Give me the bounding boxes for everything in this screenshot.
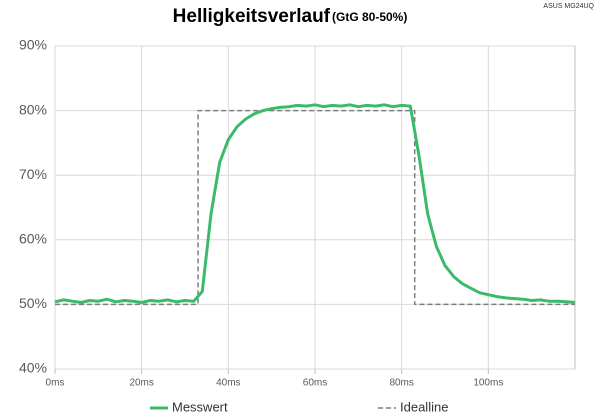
x-tick-label: 0ms [46, 378, 65, 389]
x-tick-label: 100ms [473, 378, 503, 389]
x-tick-label: 40ms [216, 378, 240, 389]
legend-label: Idealline [400, 399, 448, 414]
y-tick-label: 70% [19, 166, 47, 182]
y-tick-label: 60% [19, 231, 47, 247]
y-tick-label: 80% [19, 101, 47, 117]
series-line [54, 103, 576, 304]
x-tick-label: 20ms [129, 378, 153, 389]
y-tick-label: 40% [19, 360, 47, 376]
x-tick-label: 60ms [303, 378, 327, 389]
chart-subtitle: (GtG 80-50%) [332, 10, 407, 24]
legend-label: Messwert [172, 399, 228, 414]
annotation: ASUS MG24UQ [543, 3, 594, 10]
x-tick-label: 80ms [389, 378, 413, 389]
y-tick-label: 90% [19, 37, 47, 53]
chart-title: Helligkeitsverlauf [173, 6, 331, 27]
y-tick-label: 50% [19, 295, 47, 311]
